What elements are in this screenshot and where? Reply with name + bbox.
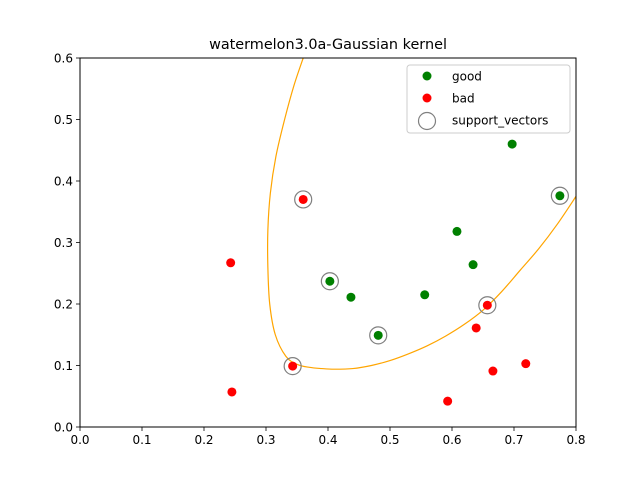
bad-point xyxy=(471,323,481,333)
bad-point xyxy=(298,194,308,204)
support-vector-marker xyxy=(283,357,302,376)
legend-label: bad xyxy=(452,92,475,106)
good-point xyxy=(507,139,517,149)
y-tick-label: 0.3 xyxy=(54,236,73,250)
bad-point xyxy=(521,359,531,369)
bad-point xyxy=(288,361,298,371)
bad-point xyxy=(443,396,453,406)
data-points xyxy=(226,139,569,406)
support-vector-marker xyxy=(294,190,313,209)
y-tick-label: 0.0 xyxy=(54,421,73,435)
x-tick-label: 0.7 xyxy=(504,433,523,447)
bad-point xyxy=(482,300,492,310)
good-point xyxy=(346,292,356,302)
x-tick-label: 0.8 xyxy=(566,433,585,447)
y-tick-label: 0.1 xyxy=(54,359,73,373)
support-vector-marker xyxy=(369,326,388,345)
x-tick-label: 0.1 xyxy=(132,433,151,447)
y-tick-label: 0.4 xyxy=(54,175,73,189)
plot-area xyxy=(266,58,576,370)
x-tick-label: 0.5 xyxy=(380,433,399,447)
x-axis-ticks: 0.0 0.1 0.2 0.3 0.4 0.5 0.6 0.7 0.8 xyxy=(70,427,586,447)
good-point xyxy=(420,290,430,300)
y-tick-label: 0.5 xyxy=(54,113,73,127)
good-point xyxy=(325,276,335,286)
support-vector-marker xyxy=(550,186,569,205)
chart-title: watermelon3.0a-Gaussian kernel xyxy=(209,37,447,53)
plot-frame xyxy=(79,57,577,428)
bad-point xyxy=(488,366,498,376)
good-point xyxy=(452,226,462,236)
y-tick-label: 0.6 xyxy=(54,52,73,66)
y-tick-label: 0.2 xyxy=(54,298,73,312)
x-tick-label: 0.3 xyxy=(256,433,275,447)
legend-box xyxy=(406,64,571,134)
legend-marker-bad xyxy=(422,93,432,103)
x-tick-label: 0.0 xyxy=(70,433,89,447)
x-tick-label: 0.6 xyxy=(442,433,461,447)
support-vector-marker xyxy=(478,296,497,315)
y-axis-ticks: 0.0 0.1 0.2 0.3 0.4 0.5 0.6 xyxy=(54,52,80,435)
bad-point xyxy=(226,258,236,268)
legend-label: support_vectors xyxy=(452,114,548,128)
x-tick-label: 0.2 xyxy=(194,433,213,447)
legend-marker-support-vectors xyxy=(417,111,437,131)
good-point xyxy=(468,260,478,270)
good-point xyxy=(555,191,565,201)
legend-label: good xyxy=(452,70,482,84)
support-vector-marker xyxy=(320,272,339,291)
decision-boundary-line xyxy=(266,58,576,370)
good-point xyxy=(373,330,383,340)
legend: good bad support_vectors xyxy=(406,64,571,134)
x-tick-label: 0.4 xyxy=(318,433,337,447)
legend-marker-good xyxy=(422,71,432,81)
bad-point xyxy=(227,387,237,397)
